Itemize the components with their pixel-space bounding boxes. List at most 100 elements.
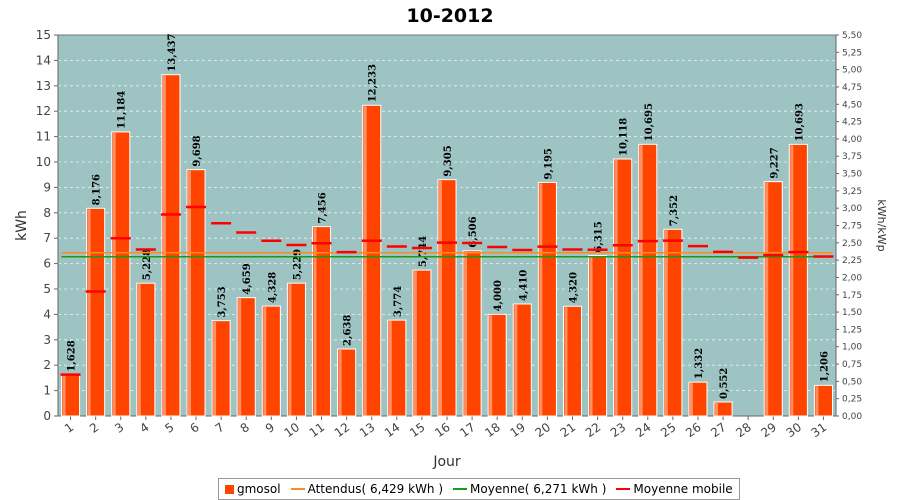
bar (437, 179, 457, 417)
bar-highlight (187, 170, 191, 416)
bar-highlight (790, 145, 794, 416)
legend-item-gmosol: gmosol (225, 482, 281, 496)
x-tick-label: 12 (332, 420, 353, 440)
bar (512, 303, 532, 417)
bar-highlight (363, 106, 367, 416)
y-tick-label: 15 (36, 28, 51, 42)
bar-data-label: 9,195 (543, 148, 554, 179)
bar (763, 181, 783, 417)
bar-data-label: 6,315 (594, 221, 605, 252)
bar-highlight (614, 160, 618, 416)
y2-tick-label: 4,75 (842, 83, 862, 93)
y2-tick-label: 2,25 (842, 256, 862, 266)
y-tick-label: 4 (43, 307, 51, 321)
bar-highlight (664, 230, 668, 416)
legend: gmosol Attendus( 6,429 kWh ) Moyenne( 6,… (218, 478, 740, 500)
bar-data-label: 10,118 (619, 118, 630, 156)
x-tick-label: 21 (558, 420, 579, 440)
x-tick-label: 14 (382, 420, 403, 440)
bar-data-label: 5,229 (292, 249, 303, 280)
x-tick-label: 13 (357, 420, 378, 440)
bar-data-label: 0,552 (719, 368, 730, 399)
bar (86, 207, 106, 417)
bar-data-label: 9,698 (192, 135, 203, 166)
bar-data-label: 1,206 (819, 351, 830, 382)
bar-highlight (765, 182, 769, 416)
bar (412, 269, 432, 417)
bar (261, 305, 281, 417)
y2-tick-label: 1,75 (842, 291, 862, 301)
y-tick-label: 2 (43, 358, 51, 372)
x-tick-label: 7 (213, 420, 227, 436)
x-tick-label: 4 (137, 420, 151, 436)
y2-tick-label: 5,50 (842, 31, 862, 41)
y-tick-label: 10 (36, 155, 51, 169)
x-tick-label: 26 (683, 420, 704, 440)
x-tick-label: 11 (307, 420, 328, 440)
bar-highlight (639, 145, 643, 417)
bar (713, 401, 733, 417)
y-tick-label: 13 (36, 79, 51, 93)
bar-highlight (438, 180, 442, 416)
legend-label-moyenne: Moyenne( 6,271 kWh ) (470, 482, 607, 496)
bar-data-label: 4,328 (267, 272, 278, 303)
bar (638, 143, 658, 417)
bar (613, 158, 633, 417)
bar (236, 297, 256, 417)
bar-data-label: 4,320 (568, 272, 579, 303)
y2-tick-label: 1,25 (842, 325, 862, 335)
y2-tick-label: 0,25 (842, 395, 862, 405)
legend-label-moyenne-mobile: Moyenne mobile (633, 482, 733, 496)
chart-title: 10-2012 (406, 5, 493, 27)
legend-swatch-attendus (290, 488, 305, 490)
bar-highlight (689, 383, 693, 416)
x-tick-label: 9 (263, 420, 277, 436)
y2-tick-label: 3,25 (842, 187, 862, 197)
y-axis-label: kWh (14, 210, 30, 241)
bar (813, 384, 833, 417)
bar (588, 255, 608, 417)
bar (387, 319, 407, 417)
x-tick-label: 20 (533, 420, 554, 440)
bar-data-label: 5,228 (142, 249, 153, 280)
bar-data-label: 8,176 (92, 174, 103, 205)
legend-item-moyenne-mobile: Moyenne mobile (616, 482, 733, 496)
bar-highlight (62, 375, 66, 416)
bar (788, 143, 808, 417)
bar-highlight (112, 132, 116, 417)
x-tick-label: 28 (733, 420, 754, 440)
bar (136, 282, 156, 417)
y2-tick-label: 4,50 (842, 100, 862, 110)
y2-tick-label: 0,75 (842, 360, 862, 370)
bar-highlight (263, 307, 267, 416)
bar-data-label: 3,774 (393, 286, 404, 317)
bar (211, 320, 231, 417)
y-tick-label: 14 (36, 53, 51, 67)
x-tick-label: 1 (62, 420, 76, 436)
bar-data-label: 4,000 (493, 280, 504, 311)
bar-highlight (388, 321, 392, 416)
bar-highlight (313, 227, 317, 416)
y2-tick-label: 3,00 (842, 204, 862, 214)
bar-highlight (514, 304, 518, 416)
bar (362, 104, 382, 417)
bar-data-label: 1,332 (694, 348, 705, 379)
y-tick-label: 7 (43, 231, 51, 245)
x-tick-label: 30 (784, 420, 805, 440)
bar-data-label: 9,227 (769, 147, 780, 178)
y2-tick-label: 3,50 (842, 170, 862, 180)
x-tick-label: 22 (583, 420, 604, 440)
y2-tick-label: 0,00 (842, 412, 862, 422)
bar-data-label: 5,744 (418, 236, 429, 267)
bar-highlight (338, 349, 342, 416)
bar (186, 169, 206, 417)
bar-highlight (213, 321, 217, 416)
bar (337, 348, 357, 417)
y-tick-label: 9 (43, 180, 51, 194)
x-tick-label: 19 (507, 420, 528, 440)
y2-tick-label: 1,50 (842, 308, 862, 318)
y2-axis-label: kWh/kWp (875, 199, 888, 251)
bar-data-label: 4,410 (518, 270, 529, 301)
x-tick-label: 24 (633, 420, 654, 440)
